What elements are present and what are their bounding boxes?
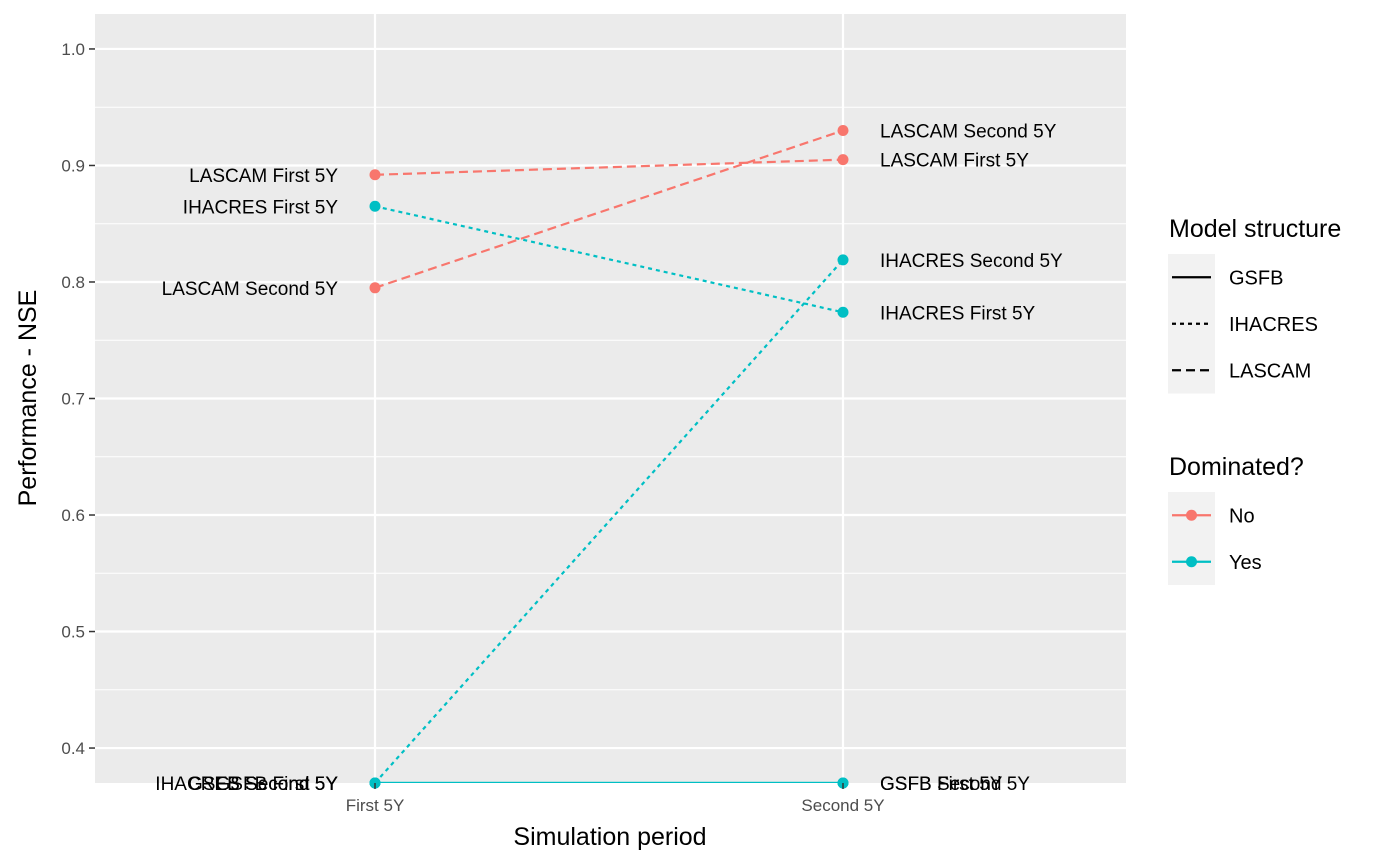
data-point — [837, 125, 849, 137]
legend-label: IHACRES — [1229, 314, 1318, 336]
point-label: GSFB First 5Y — [216, 774, 339, 795]
legend-title: Model structure — [1169, 215, 1341, 243]
x-axis: First 5Y Second 5Y — [346, 783, 885, 815]
y-tick-label: 0.5 — [61, 623, 85, 642]
y-axis: 0.4 0.5 0.6 0.7 0.8 0.9 1.0 — [61, 40, 95, 758]
grid-major — [95, 14, 1126, 783]
legend-label: Yes — [1229, 552, 1262, 574]
point-label: GSFB Second 5Y — [188, 774, 338, 795]
point-label: LASCAM Second 5Y — [162, 279, 339, 300]
y-tick-label: 0.4 — [61, 739, 85, 758]
legend-title: Dominated? — [1169, 453, 1304, 481]
y-tick-label: 0.6 — [61, 506, 85, 525]
x-tick-label: Second 5Y — [801, 796, 884, 815]
series-line-ihacres — [374, 259, 844, 783]
legend-color-key-point — [1186, 556, 1197, 568]
legend-color-key-point — [1186, 509, 1197, 521]
series-lines — [374, 129, 844, 783]
y-tick-label: 0.9 — [61, 156, 85, 175]
y-axis-title: Performance - NSE — [14, 290, 42, 507]
data-point — [369, 169, 381, 181]
legend-label: LASCAM — [1229, 360, 1311, 382]
x-tick-label: First 5Y — [346, 796, 405, 815]
legend-label: No — [1229, 505, 1255, 527]
point-label: GSFB Second 5Y — [880, 774, 1030, 795]
data-point — [837, 306, 849, 318]
y-tick-label: 0.7 — [61, 390, 85, 409]
data-point — [837, 154, 849, 166]
data-point — [837, 254, 849, 266]
data-point — [369, 282, 381, 294]
point-label: IHACRES Second 5Y — [155, 774, 338, 795]
series-line-lascam — [374, 129, 844, 289]
legend-key-background — [1168, 492, 1215, 585]
point-label: LASCAM Second 5Y — [880, 122, 1057, 143]
point-label: IHACRES First 5Y — [880, 303, 1036, 324]
x-axis-title: Simulation period — [513, 823, 706, 851]
y-tick-label: 0.8 — [61, 273, 85, 292]
point-label: LASCAM First 5Y — [189, 166, 338, 187]
point-label: GSFB First 5Y — [880, 774, 1003, 795]
point-label: IHACRES Second 5Y — [880, 251, 1063, 272]
data-point — [369, 200, 381, 212]
y-tick-label: 1.0 — [61, 40, 85, 59]
legends: Model structure GSFB IHACRES LASCAM Dominate… — [1168, 215, 1341, 585]
point-labels: LASCAM First 5Y LASCAM First 5Y LASCAM Sec… — [155, 122, 1063, 795]
point-label: IHACRES First 5Y — [183, 197, 339, 218]
legend-label: GSFB — [1229, 267, 1283, 289]
series-line-lascam — [374, 158, 844, 176]
point-label: LASCAM First 5Y — [880, 151, 1029, 172]
grid-minor — [95, 106, 1126, 691]
